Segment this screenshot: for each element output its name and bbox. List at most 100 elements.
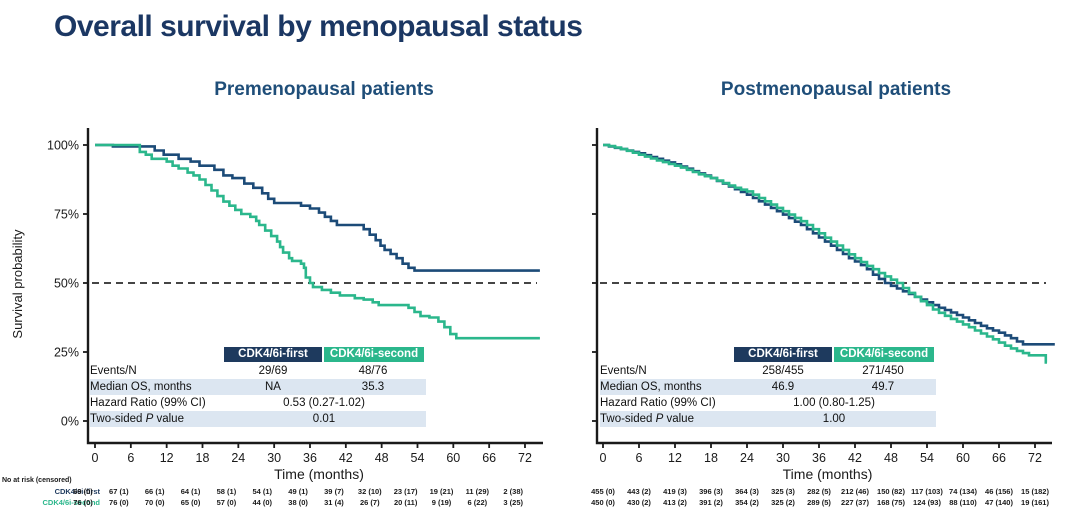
page-title: Overall survival by menopausal status [54, 10, 583, 43]
at-risk-row-label-second: CDK4/6i-second [42, 498, 100, 507]
y-tick-label: 50% [54, 277, 79, 291]
stats-row-label: Median OS, months [90, 381, 192, 393]
at-risk-value: 23 (17) [393, 487, 418, 496]
at-risk-value: 66 (1) [144, 487, 165, 496]
x-tick-label: 24 [740, 451, 754, 465]
at-risk-value: 65 (0) [180, 498, 201, 507]
at-risk-value: 76 (0) [73, 498, 93, 507]
at-risk-value: 67 (1) [109, 487, 129, 496]
legend-second: CDK4/6i-second [324, 347, 424, 362]
x-tick-label: 6 [636, 451, 643, 465]
stats-row-label: Median OS, months [600, 381, 702, 393]
at-risk-value: 58 (1) [216, 487, 237, 496]
stats-value-second: 271/450 [862, 365, 904, 377]
y-tick-label: 75% [54, 208, 79, 222]
x-tick-label: 42 [339, 451, 353, 465]
at-risk-value: 227 (37) [841, 498, 869, 507]
at-risk-value: 117 (103) [911, 487, 943, 496]
at-risk-value: 44 (0) [252, 498, 273, 507]
at-risk-value: 11 (29) [465, 487, 490, 496]
at-risk-value: 46 (156) [985, 487, 1013, 496]
stats-row: Hazard Ratio (99% CI) 0.53 (0.27-1.02) [90, 395, 426, 411]
x-tick-label: 54 [920, 451, 934, 465]
x-tick-label: 60 [956, 451, 970, 465]
at-risk-value: 15 (182) [1021, 487, 1049, 496]
x-axis-label: Time (months) [783, 466, 873, 482]
x-tick-label: 60 [446, 451, 460, 465]
stats-header-spacer [90, 347, 224, 362]
at-risk-value: 69 (0) [73, 487, 93, 496]
stats-row-label: Hazard Ratio (99% CI) [600, 397, 716, 409]
x-axis-label: Time (months) [274, 466, 364, 482]
stats-row-label: Two-sided P value [90, 413, 184, 425]
at-risk-row-label-first: CDK4/6i-first [54, 487, 100, 496]
x-tick-label: 48 [375, 451, 389, 465]
stats-value-span: 0.53 (0.27-1.02) [283, 397, 365, 409]
stats-header-row: CDK4/6i-first CDK4/6i-second [90, 347, 426, 362]
x-tick-label: 42 [848, 451, 862, 465]
stats-row: Median OS, months 46.9 49.7 [600, 379, 936, 395]
legend-first: CDK4/6i-first [734, 347, 832, 362]
survival-curve-second [603, 143, 1048, 364]
stats-value-first: NA [265, 381, 281, 393]
at-risk-value: 57 (0) [216, 498, 237, 507]
stats-value-span: 1.00 [822, 413, 846, 425]
at-risk-value: 124 (93) [913, 498, 941, 507]
stats-row: Two-sided P value 0.01 [90, 411, 426, 427]
at-risk-value: 6 (22) [467, 498, 488, 507]
at-risk-value: 88 (110) [949, 498, 977, 507]
x-tick-label: 54 [411, 451, 425, 465]
x-tick-label: 30 [267, 451, 281, 465]
at-risk-value: 450 (0) [591, 498, 615, 507]
at-risk-value: 54 (1) [252, 487, 273, 496]
x-tick-label: 72 [518, 451, 532, 465]
stats-header-spacer [600, 347, 734, 362]
stats-row: Two-sided P value 1.00 [600, 411, 936, 427]
x-tick-label: 12 [668, 451, 682, 465]
stats-header-row: CDK4/6i-first CDK4/6i-second [600, 347, 936, 362]
at-risk-value: 70 (0) [144, 498, 165, 507]
at-risk-value: 168 (75) [877, 498, 905, 507]
x-tick-label: 0 [92, 451, 99, 465]
x-tick-label: 66 [482, 451, 496, 465]
at-risk-value: 391 (2) [699, 498, 723, 507]
panel-title-postmenopausal: Postmenopausal patients [720, 79, 952, 100]
survival-curve-first [95, 143, 540, 272]
legend-second: CDK4/6i-second [834, 347, 934, 362]
at-risk-value: 49 (1) [288, 487, 308, 496]
at-risk-value: 354 (2) [735, 498, 759, 507]
at-risk-value: 32 (10) [357, 487, 382, 496]
x-tick-label: 12 [160, 451, 174, 465]
stats-table: CDK4/6i-first CDK4/6i-second Events/N 29/69… [90, 347, 426, 427]
survival-curve-first [603, 143, 1055, 346]
at-risk-value: 150 (82) [877, 487, 905, 496]
at-risk-value: 47 (140) [985, 498, 1013, 507]
stats-table: CDK4/6i-first CDK4/6i-second Events/N 258/4… [600, 347, 936, 427]
at-risk-value: 282 (5) [807, 487, 831, 496]
stats-value-span: 0.01 [312, 413, 336, 425]
at-risk-value: 212 (46) [841, 487, 869, 496]
x-tick-label: 48 [884, 451, 898, 465]
at-risk-value: 325 (2) [771, 498, 795, 507]
stats-row-label: Events/N [90, 365, 137, 377]
stats-row: Hazard Ratio (99% CI) 1.00 (0.80-1.25) [600, 395, 936, 411]
x-tick-label: 30 [776, 451, 790, 465]
stats-value-first: 46.9 [771, 381, 795, 393]
x-tick-label: 24 [231, 451, 245, 465]
axis-lines [86, 128, 543, 445]
stats-value-second: 35.3 [361, 381, 385, 393]
at-risk-value: 419 (3) [663, 487, 687, 496]
at-risk-value: 20 (11) [393, 498, 418, 507]
at-risk-value: 39 (7) [324, 487, 344, 496]
x-tick-label: 36 [812, 451, 826, 465]
at-risk-value: 325 (3) [771, 487, 795, 496]
x-tick-label: 18 [196, 451, 210, 465]
at-risk-value: 19 (161) [1021, 498, 1049, 507]
stats-value-span: 1.00 (0.80-1.25) [793, 397, 875, 409]
x-tick-label: 18 [704, 451, 718, 465]
at-risk-value: 289 (5) [807, 498, 831, 507]
at-risk-value: 396 (3) [699, 487, 723, 496]
at-risk-caption: No at risk (censored) [2, 477, 72, 484]
